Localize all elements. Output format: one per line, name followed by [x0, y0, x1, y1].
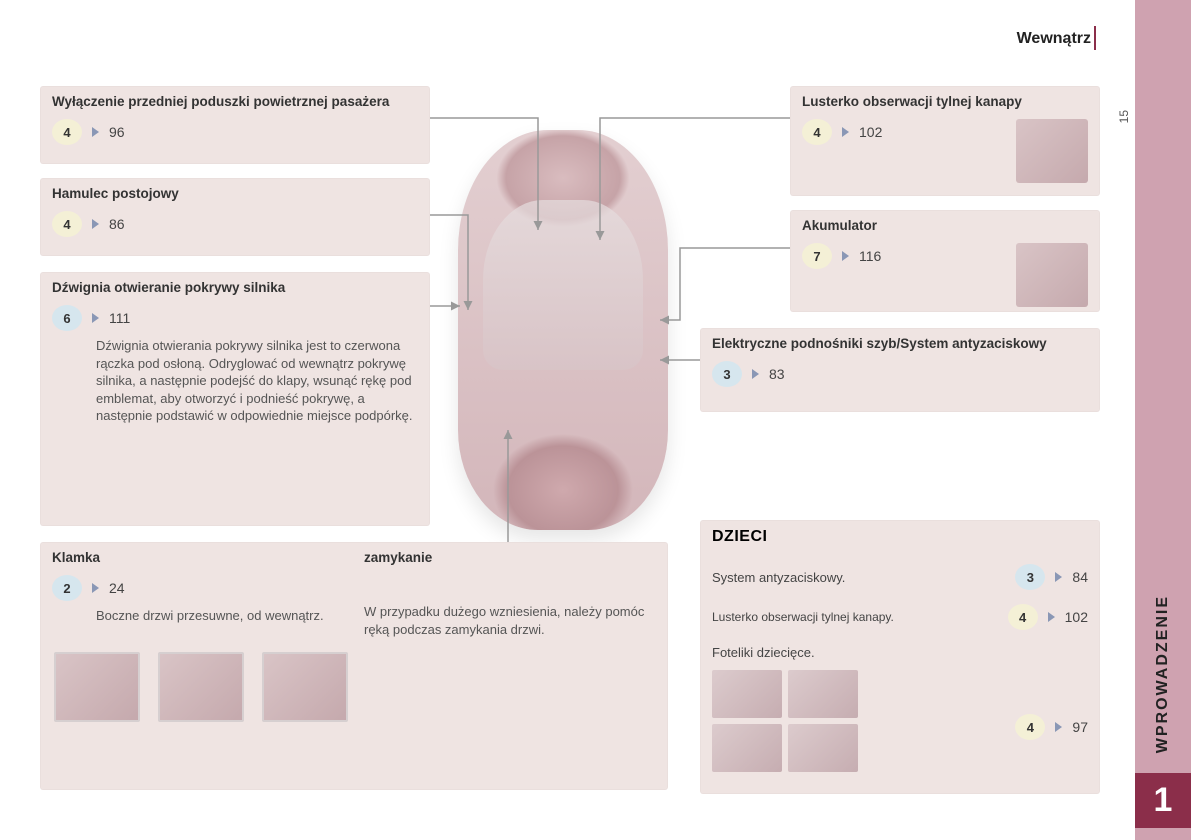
box-airbag-off: Wyłączenie przedniej poduszki powietrzne… [40, 86, 430, 164]
arrow-icon [1048, 612, 1055, 622]
thumbnail-row [54, 652, 656, 722]
page-number-ref: 84 [1072, 569, 1088, 585]
thumb-image [1016, 119, 1088, 183]
children-row: Foteliki dziecięce. 4 97 [712, 644, 1088, 772]
chapter-chip: 4 [52, 211, 82, 237]
page-number-ref: 111 [109, 310, 130, 326]
section-sidebar: WPROWADZENIE 1 [1135, 0, 1191, 840]
thumb-image [262, 652, 348, 722]
page-number-ref: 86 [109, 216, 125, 232]
page-header: Wewnątrz [1017, 30, 1091, 48]
thumb-image [1016, 243, 1088, 307]
box-title: Hamulec postojowy [52, 186, 418, 201]
arrow-icon [842, 127, 849, 137]
page-number-ref: 96 [109, 124, 125, 140]
thumb-image [54, 652, 140, 722]
row-label: Lusterko obserwacji tylnej kanapy. [712, 610, 998, 624]
box-title: Akumulator [802, 218, 1088, 233]
arrow-icon [92, 583, 99, 593]
page-ref: 2 24 [52, 575, 344, 601]
thumb-image [788, 724, 858, 772]
box-description: Dźwignia otwierania pokrywy silnika jest… [96, 337, 418, 425]
box-title-left: Klamka [52, 550, 344, 565]
page-number-ref: 102 [1065, 609, 1088, 625]
arrow-icon [92, 127, 99, 137]
sidebar-label: WPROWADZENIE [1154, 595, 1172, 753]
arrow-icon [1055, 572, 1062, 582]
thumb-image [158, 652, 244, 722]
page-ref: 4 102 [802, 119, 882, 145]
chapter-chip: 4 [52, 119, 82, 145]
box-bonnet-lever: Dźwignia otwieranie pokrywy silnika 6 11… [40, 272, 430, 526]
page-ref: 4 96 [52, 119, 418, 145]
page-ref: 6 111 [52, 305, 418, 331]
header-rule [1094, 26, 1096, 50]
chapter-chip: 6 [52, 305, 82, 331]
box-parking-brake: Hamulec postojowy 4 86 [40, 178, 430, 256]
thumb-image [788, 670, 858, 718]
box-title: Wyłączenie przedniej poduszki powietrzne… [52, 94, 418, 109]
chapter-chip: 7 [802, 243, 832, 269]
arrow-icon [842, 251, 849, 261]
arrow-icon [92, 219, 99, 229]
box-description-left: Boczne drzwi przesuwne, od wewnątrz. [96, 607, 344, 625]
chapter-chip: 3 [712, 361, 742, 387]
row-label: Foteliki dziecięce. [712, 645, 815, 660]
box-title: Lusterko obserwacji tylnej kanapy [802, 94, 1088, 109]
page-number-ref: 24 [109, 580, 125, 596]
children-row: Lusterko obserwacji tylnej kanapy. 4 102 [712, 604, 1088, 630]
chapter-chip: 4 [1008, 604, 1038, 630]
arrow-icon [92, 313, 99, 323]
page-number-ref: 97 [1072, 719, 1088, 735]
box-title: Elektryczne podnośniki szyb/System antyz… [712, 336, 1088, 351]
car-illustration [458, 130, 668, 530]
chapter-chip: 4 [802, 119, 832, 145]
box-rear-mirror: Lusterko obserwacji tylnej kanapy 4 102 [790, 86, 1100, 196]
chapter-chip: 2 [52, 575, 82, 601]
arrow-icon [752, 369, 759, 379]
box-description-right: W przypadku dużego wzniesienia, należy p… [364, 603, 656, 638]
box-door-handle: Klamka 2 24 Boczne drzwi przesuwne, od w… [40, 542, 668, 790]
box-battery: Akumulator 7 116 [790, 210, 1100, 312]
page-ref: 3 83 [712, 361, 1088, 387]
box-title-right: zamykanie [364, 550, 656, 565]
page-number-ref: 116 [859, 248, 881, 264]
page-number-ref: 83 [769, 366, 785, 382]
box-title: DZIECI [712, 528, 1088, 546]
chapter-chip: 3 [1015, 564, 1045, 590]
thumb-image [712, 670, 782, 718]
page-number: 15 [1117, 110, 1131, 123]
row-label: System antyzaciskowy. [712, 570, 1005, 585]
arrow-icon [1055, 722, 1062, 732]
child-seat-images [712, 670, 872, 772]
page-number-ref: 102 [859, 124, 882, 140]
thumb-image [712, 724, 782, 772]
page-ref: 7 116 [802, 243, 881, 269]
page-ref: 4 86 [52, 211, 418, 237]
box-children: DZIECI System antyzaciskowy. 3 84 Luster… [700, 520, 1100, 794]
section-number: 1 [1135, 773, 1191, 828]
box-title: Dźwignia otwieranie pokrywy silnika [52, 280, 418, 295]
chapter-chip: 4 [1015, 714, 1045, 740]
children-row: System antyzaciskowy. 3 84 [712, 564, 1088, 590]
box-power-windows: Elektryczne podnośniki szyb/System antyz… [700, 328, 1100, 412]
